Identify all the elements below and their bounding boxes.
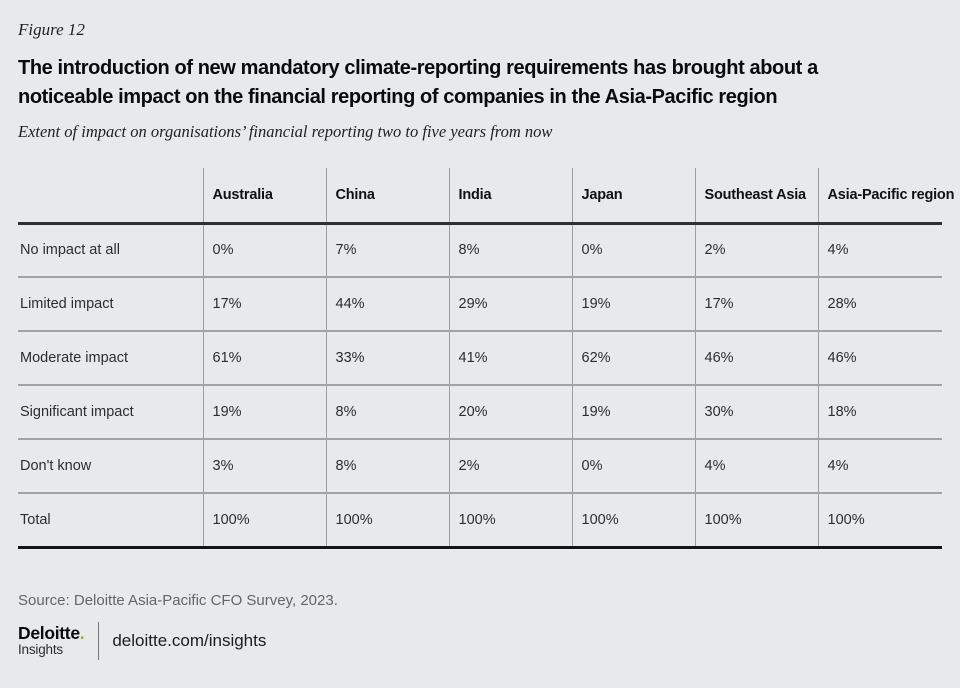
page-title: The introduction of new mandatory climat… — [18, 54, 942, 112]
table-cell: 100% — [202, 493, 326, 549]
table-cell: 8% — [325, 385, 449, 440]
table-cell: 3% — [202, 439, 326, 494]
table-cell: 8% — [448, 223, 572, 278]
table-cell: 2% — [448, 439, 572, 494]
table-cell: 30% — [694, 385, 818, 440]
table-row: Don't know 3% 8% 2% 0% 4% 4% — [18, 439, 942, 494]
page-subtitle: Extent of impact on organisations’ finan… — [18, 122, 553, 141]
table-cell: 100% — [325, 493, 449, 549]
table-cell: 4% — [694, 439, 818, 494]
footer-divider — [98, 621, 100, 660]
table-cell: 0% — [202, 223, 326, 278]
deloitte-brand-text: Deloitte — [18, 622, 80, 643]
page-title-line-1: The introduction of new mandatory climat… — [18, 57, 818, 79]
table-cell: 20% — [448, 385, 572, 440]
table-row: Moderate impact 61% 33% 41% 62% 46% 46% — [18, 331, 942, 386]
insights-url-link[interactable]: deloitte.com/insights — [112, 630, 267, 650]
column-header-india: India — [448, 168, 572, 225]
table-cell: 4% — [817, 439, 942, 494]
table-cell: 17% — [694, 277, 818, 332]
table-cell: 7% — [325, 223, 449, 278]
table-row: Limited impact 17% 44% 29% 19% 17% 28% — [18, 277, 942, 332]
column-header-southeast-asia: Southeast Asia — [694, 168, 818, 225]
table-cell: 62% — [571, 331, 695, 386]
footer: Deloitte. Insights deloitte.com/insights — [18, 621, 942, 660]
table-cell: 41% — [448, 331, 572, 386]
table-cell: 19% — [571, 277, 695, 332]
row-label: Total — [18, 493, 203, 549]
table-header-row: Australia China India Japan Southeast As… — [18, 168, 954, 225]
column-header-china: China — [325, 168, 449, 225]
data-table: Australia China India Japan Southeast As… — [18, 168, 954, 549]
table-cell: 46% — [694, 331, 818, 386]
table-cell: 19% — [202, 385, 326, 440]
table-cell: 0% — [571, 223, 695, 278]
table-row-total: Total 100% 100% 100% 100% 100% 100% — [18, 493, 942, 549]
row-label: No impact at all — [18, 223, 203, 278]
table-cell: 100% — [571, 493, 695, 549]
column-header-japan: Japan — [571, 168, 695, 225]
column-header-asia-pacific-region: Asia-Pacific region — [817, 168, 954, 225]
table-cell: 100% — [817, 493, 942, 549]
table-row: Significant impact 19% 8% 20% 19% 30% 18… — [18, 385, 942, 440]
column-header-australia: Australia — [202, 168, 326, 225]
table-cell: 46% — [817, 331, 942, 386]
table-cell: 2% — [694, 223, 818, 278]
row-label: Significant impact — [18, 385, 203, 440]
table-cell: 0% — [571, 439, 695, 494]
table-cell: 17% — [202, 277, 326, 332]
deloitte-green-dot: . — [79, 622, 85, 643]
table-row: No impact at all 0% 7% 8% 0% 2% 4% — [18, 223, 942, 278]
table-cell: 44% — [325, 277, 449, 332]
row-label: Limited impact — [18, 277, 203, 332]
table-cell: 100% — [694, 493, 818, 549]
table-cell: 19% — [571, 385, 695, 440]
table-cell: 33% — [325, 331, 449, 386]
table-cell: 29% — [448, 277, 572, 332]
source-note: Source: Deloitte Asia-Pacific CFO Survey… — [18, 591, 338, 609]
table-cell: 8% — [325, 439, 449, 494]
row-label: Moderate impact — [18, 331, 203, 386]
figure-label: Figure 12 — [18, 20, 85, 39]
table-cell: 100% — [448, 493, 572, 549]
table-cell: 4% — [817, 223, 942, 278]
insights-wordmark: Insights — [18, 642, 63, 657]
table-cell: 28% — [817, 277, 942, 332]
table-cell: 18% — [817, 385, 942, 440]
corner-cell — [18, 168, 203, 225]
page-title-line-2: noticeable impact on the financial repor… — [18, 86, 778, 108]
row-label: Don't know — [18, 439, 203, 494]
table-cell: 61% — [202, 331, 326, 386]
deloitte-wordmark: Deloitte. — [18, 622, 85, 643]
deloitte-insights-logo: Deloitte. Insights — [18, 622, 85, 657]
